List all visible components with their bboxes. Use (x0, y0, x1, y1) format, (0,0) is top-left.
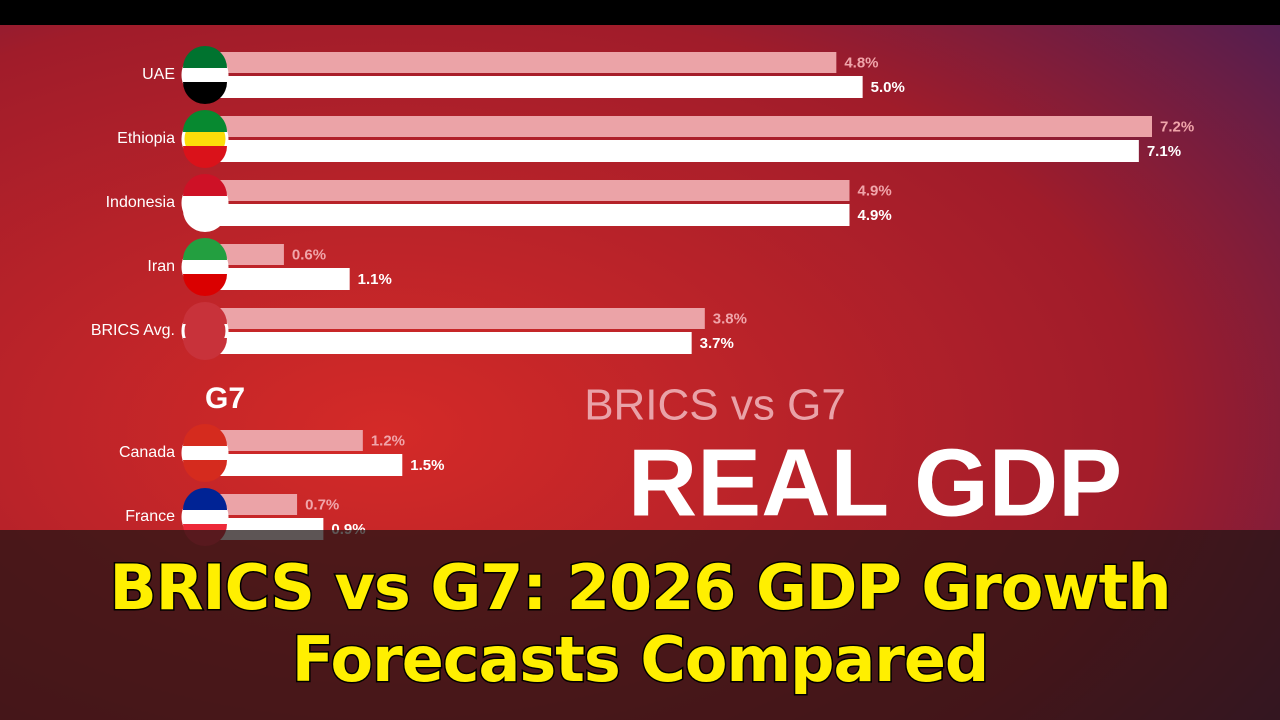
bg-headline: REAL GDP (628, 429, 1122, 536)
bar (205, 180, 850, 201)
category-label: Ethiopia (117, 130, 175, 147)
bar (205, 140, 1139, 162)
caption-line: BRICS vs G7: 2026 GDP Growth (110, 551, 1171, 624)
category-label: UAE (142, 66, 175, 83)
bar (205, 52, 837, 73)
category-label: France (125, 508, 175, 525)
category-label: BRICS Avg. (91, 322, 175, 339)
category-label: Iran (147, 258, 175, 275)
flag-stripe (183, 274, 227, 296)
value-label: 4.8% (844, 54, 878, 71)
value-label: 7.2% (1160, 118, 1194, 135)
caption-band (0, 530, 1280, 720)
flag-stripe (183, 174, 227, 196)
value-label: 4.9% (857, 182, 891, 199)
flag-stripe (183, 338, 227, 360)
bar-chart: UAE 4.8% 5.0% Ethiopia 7.2% 7.1% Indonesia 4.9%… (91, 46, 1194, 546)
bg-subtitle: BRICS vs G7 (584, 381, 846, 430)
value-label: 1.1% (358, 271, 392, 288)
caption-line: Forecasts Compared (292, 623, 989, 696)
bar (205, 268, 350, 290)
value-label: 5.0% (871, 79, 905, 96)
category-label: Canada (119, 444, 175, 461)
bar (205, 204, 850, 226)
bar (205, 76, 863, 98)
bar (205, 308, 705, 329)
group-title: G7 (205, 382, 245, 415)
flag-stripe (183, 82, 227, 104)
flag-stripe (183, 424, 227, 446)
bar (205, 332, 692, 354)
value-label: 0.6% (292, 246, 326, 263)
bar (205, 116, 1152, 137)
category-label: Indonesia (106, 194, 175, 211)
flag-stripe (183, 210, 227, 232)
bar (205, 454, 403, 476)
value-label: 1.5% (410, 457, 444, 474)
flag-stripe (183, 238, 227, 260)
flag-stripe (183, 460, 227, 482)
value-label: 1.2% (371, 432, 405, 449)
flag-stripe (183, 46, 227, 68)
bar (205, 430, 363, 451)
value-label: 7.1% (1147, 143, 1181, 160)
bar (205, 494, 298, 515)
top-bar (0, 0, 1280, 25)
value-label: 0.7% (305, 496, 339, 513)
value-label: 3.8% (713, 310, 747, 327)
value-label: 4.9% (857, 207, 891, 224)
value-label: 3.7% (700, 335, 734, 352)
flag-stripe (183, 146, 227, 168)
flag-stripe (183, 110, 227, 132)
flag-stripe (183, 302, 227, 324)
flag-stripe (183, 488, 227, 510)
